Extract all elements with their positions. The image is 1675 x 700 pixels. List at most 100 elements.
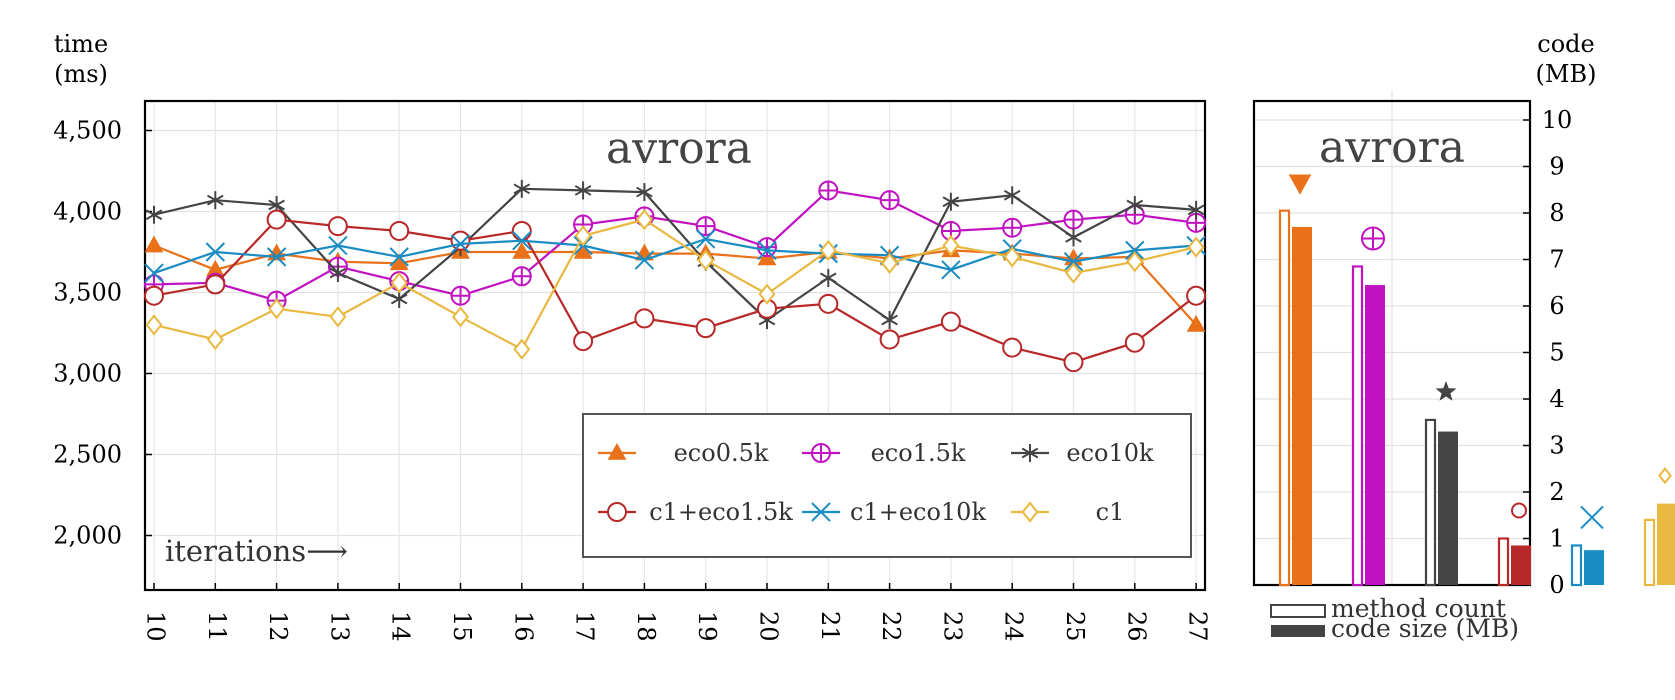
bar-method-count-c1+eco10k <box>1570 544 1583 587</box>
x-tick-label: 18 <box>632 611 660 642</box>
data-point-c1+eco1.5k-circle <box>634 308 655 329</box>
left-chart-title: avrora <box>606 123 752 174</box>
data-point-eco10k <box>942 192 960 211</box>
data-point-eco10k <box>1065 228 1082 247</box>
data-point-eco10k-ray <box>942 196 960 208</box>
legend-marker-eco1.5k <box>811 443 831 463</box>
data-point-eco0.5k <box>1186 314 1206 332</box>
legend-marker-c1+eco1.5k <box>607 502 627 522</box>
x-tick-label: 10 <box>142 611 170 642</box>
data-point-c1+eco1.5k <box>327 216 348 237</box>
data-point-c1+eco1.5k <box>205 274 226 295</box>
data-point-c1+eco10k <box>205 242 226 262</box>
y-tick-label: 7 <box>1549 246 1564 274</box>
data-point-c1 <box>329 306 347 328</box>
data-point-c1-shape <box>881 252 899 274</box>
right-bar-markers <box>1288 174 1672 530</box>
y-tick-label: 0 <box>1549 571 1564 599</box>
data-point-eco10k-ray <box>1065 232 1082 243</box>
data-point-eco10k-ray <box>636 186 653 198</box>
data-point-eco1.5k <box>879 190 900 211</box>
data-point-eco10k <box>1126 196 1144 215</box>
data-point-c1 <box>452 306 469 328</box>
data-point-c1+eco10k <box>512 230 532 251</box>
x-tick-label: 24 <box>1000 611 1028 642</box>
data-point-c1+eco1.5k-circle <box>450 230 471 251</box>
data-point-eco10k-ray <box>1003 189 1021 201</box>
data-point-eco10k <box>145 205 163 224</box>
legend-box <box>582 413 1192 558</box>
data-point-c1+eco10k-b <box>1125 240 1145 261</box>
bar-marker-c1-shape <box>1658 467 1672 485</box>
bar-marker-eco10k <box>1435 380 1457 401</box>
data-point-eco10k-ray <box>881 314 898 326</box>
data-point-c1-shape <box>635 208 653 231</box>
y-tick-label: 1 <box>1549 525 1564 553</box>
data-point-c1+eco10k <box>1125 240 1145 261</box>
data-point-c1+eco1.5k-circle <box>879 329 900 350</box>
bar-marker-eco0.5k <box>1288 174 1312 195</box>
data-point-c1-shape <box>942 234 960 257</box>
data-point-c1 <box>1003 246 1021 268</box>
bar-marker-eco10k-shape <box>1435 380 1457 401</box>
legend-label-c1: c1 <box>1096 498 1125 526</box>
data-point-c1+eco10k-b <box>634 250 655 270</box>
data-point-eco10k <box>636 183 653 202</box>
data-point-c1 <box>268 298 286 320</box>
data-point-c1-shape <box>206 328 224 351</box>
legend-label-eco1.5k: eco1.5k <box>871 439 966 467</box>
data-point-c1-shape <box>1065 262 1082 284</box>
y-tick-label: 2,500 <box>53 441 122 469</box>
y-tick-label: 4 <box>1549 385 1564 413</box>
data-point-c1+eco1.5k <box>879 329 900 350</box>
x-tick-label: 16 <box>509 611 537 642</box>
data-point-c1+eco10k-b <box>144 263 164 283</box>
x-tick-label: 23 <box>938 611 966 642</box>
bar-marker-c1+eco1.5k-circle <box>1511 502 1527 519</box>
legend-label-c1+eco10k: c1+eco10k <box>850 498 986 526</box>
bar-marker-c1 <box>1658 467 1672 485</box>
data-point-c1+eco1.5k-circle <box>1002 337 1023 358</box>
y-axis-label-unit: (ms) <box>54 60 108 88</box>
x-tick-label: 19 <box>693 611 721 642</box>
data-point-c1+eco1.5k <box>266 209 287 230</box>
left-plot-frame <box>143 99 1207 592</box>
data-point-c1-shape <box>452 306 469 328</box>
series-line-c1+eco1.5k <box>153 218 1197 364</box>
data-point-c1+eco1.5k-circle <box>1186 285 1207 306</box>
data-point-c1+eco10k-b <box>695 229 716 249</box>
data-point-c1 <box>881 252 899 274</box>
bar-method-count-c1+eco1.5k <box>1497 537 1510 587</box>
data-point-c1+eco10k-b <box>1063 252 1084 272</box>
x-tick-label: 12 <box>264 611 292 642</box>
data-point-eco10k-ray <box>1126 199 1144 211</box>
data-point-eco10k <box>574 181 592 200</box>
x-tick-label: 26 <box>1122 611 1150 642</box>
data-point-c1+eco10k <box>757 240 777 261</box>
legend-marker-c1+eco10k <box>811 502 831 522</box>
data-point-c1+eco1.5k-circle <box>266 209 287 230</box>
series-line-c1 <box>153 218 1197 351</box>
data-point-c1 <box>206 328 224 351</box>
data-point-eco1.5k <box>1186 212 1207 233</box>
data-point-c1+eco1.5k <box>144 285 164 306</box>
left-series <box>144 179 1207 373</box>
y-tick-label: 2 <box>1549 478 1564 506</box>
x-tick-label: 21 <box>816 611 844 642</box>
y-tick-label: 3,000 <box>53 360 122 388</box>
data-point-c1+eco1.5k-circle <box>573 331 594 352</box>
legend-marker-eco0.5k-shape <box>607 442 627 460</box>
y-tick-label: 6 <box>1549 292 1564 320</box>
data-point-c1-shape <box>574 225 592 247</box>
legend-marker-eco10k-ray <box>1021 447 1039 459</box>
y-tick-label: 5 <box>1549 339 1564 367</box>
data-point-c1+eco1.5k <box>940 311 961 332</box>
data-point-c1+eco10k-b <box>266 247 287 267</box>
data-point-c1 <box>513 338 531 360</box>
data-point-c1+eco1.5k-circle <box>1124 332 1145 353</box>
x-tick-label: 25 <box>1061 611 1089 642</box>
data-point-eco10k-ray <box>329 267 347 279</box>
data-point-eco10k-ray <box>145 209 163 221</box>
legend-marker-eco10k <box>1021 444 1039 462</box>
data-point-eco10k <box>1187 200 1205 219</box>
